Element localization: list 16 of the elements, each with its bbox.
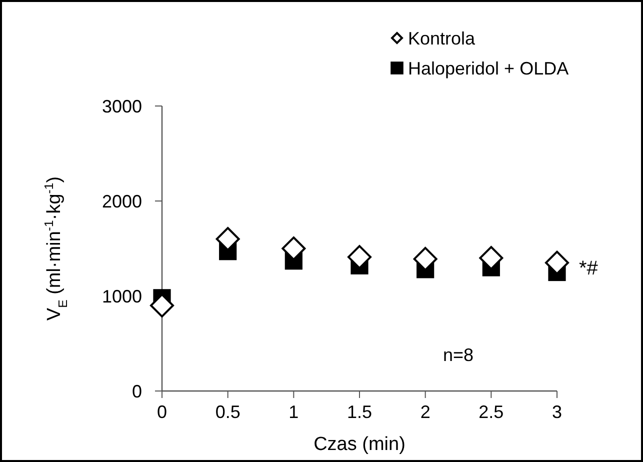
x-axis-title: Czas (min) (314, 434, 406, 455)
x-tick-label: 3 (552, 402, 562, 422)
legend-label: Haloperidol + OLDA (408, 58, 569, 78)
y-tick-label: 1000 (102, 286, 142, 306)
legend-label: Kontrola (408, 28, 476, 48)
y-tick-label: 2000 (102, 191, 142, 212)
x-tick-label: 2 (420, 402, 430, 422)
x-tick-label: 0 (156, 402, 168, 422)
x-tick-label: 1 (288, 402, 299, 422)
annotation: *# (579, 258, 599, 280)
x-tick-label: 1.5 (346, 402, 372, 422)
annotation: n=8 (442, 345, 474, 365)
y-tick-label: 3000 (102, 96, 142, 116)
x-tick-label: 2.5 (478, 402, 504, 422)
x-tick-label: 0.5 (215, 402, 240, 422)
y-tick-label: 0 (132, 381, 142, 402)
